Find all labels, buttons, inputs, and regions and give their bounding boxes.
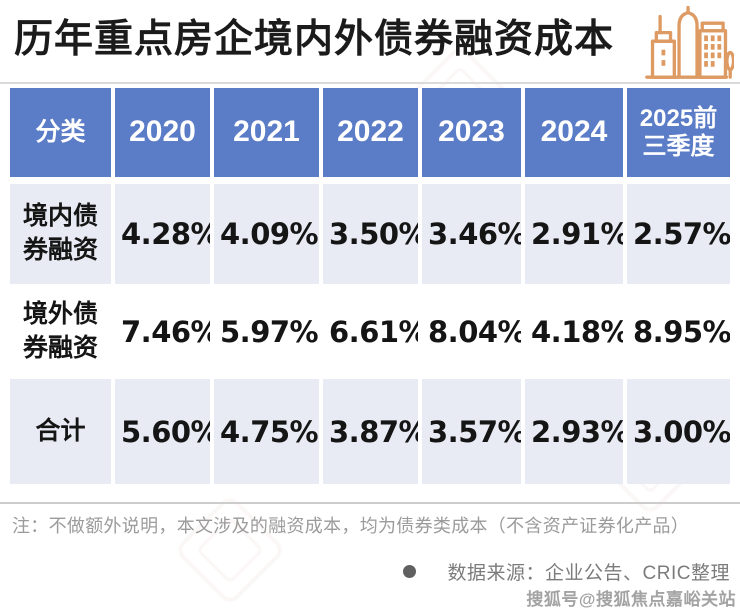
row-label: 境内债券融资 xyxy=(10,184,111,284)
background-watermark xyxy=(173,493,287,607)
financing-cost-table: 分类 2020 2021 2022 2023 2024 2025前三季度 境内债… xyxy=(10,88,730,484)
table-row-overseas: 境外债券融资 7.46% 5.97% 6.61% 8.04% 4.18% 8.9… xyxy=(10,284,730,379)
column-header-2022: 2022 xyxy=(319,88,418,184)
column-header-2020: 2020 xyxy=(111,88,210,184)
table-row-domestic: 境内债券融资 4.28% 4.09% 3.50% 3.46% 2.91% 2.5… xyxy=(10,184,730,284)
sohu-watermark: 搜狐号@搜狐焦点嘉峪关站 xyxy=(526,590,736,609)
table-cell: 8.04% xyxy=(418,284,521,379)
data-source: 数据来源：企业公告、CRIC整理 xyxy=(402,558,730,585)
column-header-category: 分类 xyxy=(10,88,111,184)
table-cell: 3.00% xyxy=(623,379,730,484)
row-label: 合计 xyxy=(10,379,111,484)
data-source-text: 数据来源：企业公告、CRIC整理 xyxy=(447,563,730,584)
table-cell: 2.93% xyxy=(521,379,623,484)
table-cell: 3.87% xyxy=(319,379,418,484)
table-cell: 3.46% xyxy=(418,184,521,284)
table-cell: 5.97% xyxy=(210,284,319,379)
table-cell: 3.50% xyxy=(319,184,418,284)
column-header-2025q3: 2025前三季度 xyxy=(623,88,730,184)
table-cell: 8.95% xyxy=(623,284,730,379)
table-cell: 5.60% xyxy=(111,379,210,484)
table-cell: 4.75% xyxy=(210,379,319,484)
column-header-2021: 2021 xyxy=(210,88,319,184)
column-header-2024: 2024 xyxy=(521,88,623,184)
column-header-2023: 2023 xyxy=(418,88,521,184)
table-cell: 4.28% xyxy=(111,184,210,284)
note-divider xyxy=(0,502,740,504)
table-row-total: 合计 5.60% 4.75% 3.87% 3.57% 2.93% 3.00% xyxy=(10,379,730,484)
title-divider xyxy=(0,82,740,84)
table-cell: 4.18% xyxy=(521,284,623,379)
table-cell: 3.57% xyxy=(418,379,521,484)
table-cell: 6.61% xyxy=(319,284,418,379)
buildings-icon xyxy=(644,5,736,88)
table-cell: 2.91% xyxy=(521,184,623,284)
page-title: 历年重点房企境内外债券融资成本 xyxy=(14,18,615,61)
row-label: 境外债券融资 xyxy=(10,284,111,379)
table-header-row: 分类 2020 2021 2022 2023 2024 2025前三季度 xyxy=(10,88,730,184)
footnote: 注：不做额外说明，本文涉及的融资成本，均为债券类成本（不含资产证券化产品） xyxy=(12,516,690,536)
table-cell: 2.57% xyxy=(623,184,730,284)
table-cell: 4.09% xyxy=(210,184,319,284)
table-cell: 7.46% xyxy=(111,284,210,379)
bullet-icon xyxy=(402,565,416,578)
